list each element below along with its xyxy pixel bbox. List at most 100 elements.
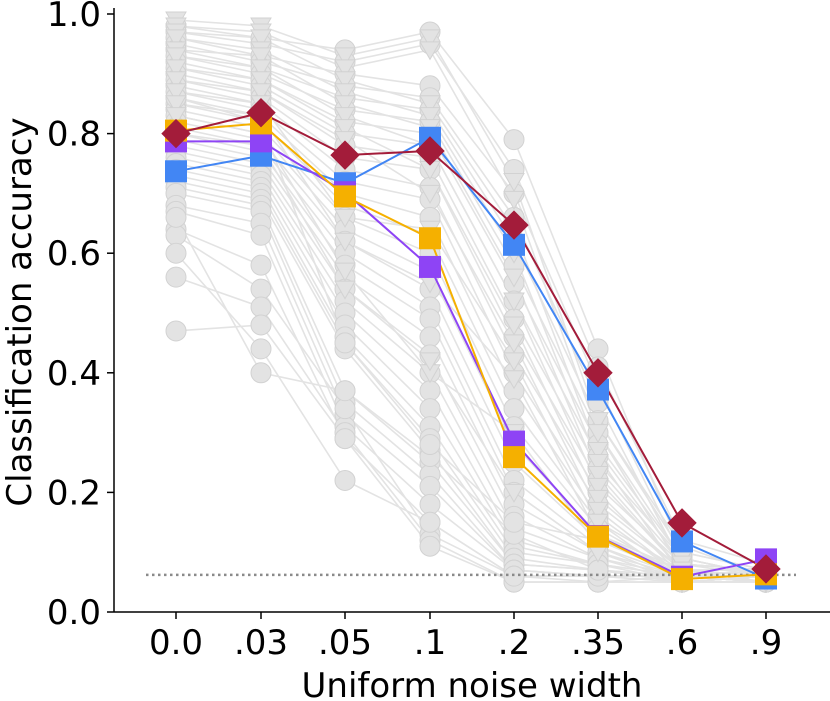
background-point-41-5 — [587, 454, 609, 474]
series-point-crimson-3 — [415, 136, 445, 166]
background-series-line-27 — [175, 186, 767, 583]
y-tick-label-2: 0.4 — [47, 354, 101, 394]
x-tick-label-5: .35 — [571, 623, 625, 663]
background-series-line-14 — [175, 108, 766, 577]
background-series-line-6 — [175, 61, 767, 577]
background-point-44-5 — [587, 489, 609, 509]
background-point-0-5 — [587, 338, 609, 360]
series-point-orange-5 — [587, 525, 609, 548]
x-tick-label-3: .1 — [414, 623, 446, 663]
background-point-39-3 — [419, 41, 441, 61]
background-point-37-2 — [334, 332, 356, 354]
series-line-blue — [175, 136, 767, 580]
x-tick-label-7: .9 — [750, 623, 782, 663]
background-point-42-4 — [503, 268, 525, 288]
background-point-42-2 — [334, 95, 356, 115]
background-point-45-2 — [334, 131, 356, 151]
x-tick-label-0: 0.0 — [149, 623, 203, 663]
background-point-36-2 — [334, 380, 356, 402]
background-series-line-39 — [175, 25, 767, 577]
background-point-34-2 — [334, 428, 356, 450]
background-point-44-2 — [334, 119, 356, 139]
background-point-34-1 — [250, 314, 272, 336]
series-point-crimson-5 — [583, 358, 613, 388]
background-series-line-34 — [175, 324, 766, 583]
background-point-41-2 — [334, 83, 356, 103]
series-point-purple-3 — [419, 255, 441, 278]
background-point-32-1 — [250, 278, 272, 300]
background-point-43-4 — [503, 292, 525, 312]
background-point-40-2 — [334, 71, 356, 91]
background-point-45-1 — [250, 83, 272, 103]
background-series-line-44 — [175, 67, 767, 577]
y-tick-label-0: 0.0 — [47, 593, 101, 633]
background-point-46-2 — [334, 208, 356, 228]
background-point-45-0 — [165, 71, 187, 91]
background-series-line-0 — [175, 25, 767, 571]
background-series-line-23 — [175, 162, 767, 583]
background-point-32-0 — [165, 224, 187, 246]
series-point-crimson-7 — [751, 554, 781, 584]
x-tick-label-4: .2 — [498, 623, 530, 663]
background-point-44-0 — [165, 59, 187, 79]
background-point-38-2 — [334, 47, 356, 67]
x-tick-label-2: .05 — [318, 623, 372, 663]
background-point-42-1 — [250, 47, 272, 67]
background-point-47-0 — [165, 95, 187, 115]
y-tick-label-5: 1.0 — [47, 0, 101, 35]
background-point-42-5 — [587, 465, 609, 485]
background-point-39-2 — [334, 59, 356, 79]
background-point-38-4 — [503, 172, 525, 192]
background-point-13-4 — [503, 398, 525, 420]
background-point-38-3 — [419, 29, 441, 49]
background-point-36-5 — [587, 559, 609, 581]
background-series-line-42 — [175, 49, 767, 577]
background-point-23-3 — [419, 398, 441, 420]
background-series-line-45 — [175, 79, 766, 577]
background-point-49-2 — [334, 280, 356, 300]
background-series-line-49 — [175, 132, 767, 583]
background-point-35-0 — [165, 242, 187, 264]
series-point-orange-3 — [419, 227, 441, 250]
background-point-46-0 — [165, 83, 187, 103]
background-point-40-5 — [587, 442, 609, 462]
background-point-48-2 — [334, 262, 356, 282]
background-point-44-1 — [250, 71, 272, 91]
background-point-43-2 — [334, 107, 356, 127]
y-axis-title: Classification accuracy — [0, 117, 40, 506]
background-point-46-5 — [587, 513, 609, 533]
background-series-layer — [165, 11, 777, 593]
background-series-line-40 — [175, 31, 767, 571]
background-point-36-1 — [250, 362, 272, 384]
y-tick-label-3: 0.6 — [47, 234, 101, 274]
background-point-41-0 — [165, 29, 187, 49]
background-point-32-2 — [334, 398, 356, 420]
highlight-series-layer — [161, 97, 781, 591]
background-point-37-4 — [503, 511, 525, 533]
background-point-47-4 — [503, 370, 525, 390]
background-point-47-2 — [334, 232, 356, 252]
background-point-35-3 — [419, 511, 441, 533]
background-point-36-0 — [165, 206, 187, 228]
series-point-crimson-1 — [246, 97, 276, 128]
background-series-line-21 — [175, 150, 767, 583]
background-point-34-3 — [419, 535, 441, 557]
series-point-crimson-2 — [330, 140, 360, 170]
background-series-line-38 — [175, 19, 767, 571]
background-series-line-46 — [175, 90, 767, 583]
background-point-48-0 — [165, 107, 187, 127]
series-point-crimson-6 — [667, 508, 697, 538]
background-point-18-3 — [419, 308, 441, 330]
background-point-33-1 — [250, 296, 272, 318]
series-point-crimson-0 — [161, 118, 191, 149]
background-point-38-5 — [587, 412, 609, 432]
background-point-43-5 — [587, 477, 609, 497]
axes — [113, 8, 830, 613]
background-series-line-4 — [175, 49, 767, 577]
series-line-orange — [175, 122, 767, 581]
background-point-46-4 — [503, 352, 525, 372]
background-point-30-3 — [419, 493, 441, 515]
background-point-45-5 — [587, 501, 609, 521]
series-point-orange-2 — [334, 185, 356, 208]
